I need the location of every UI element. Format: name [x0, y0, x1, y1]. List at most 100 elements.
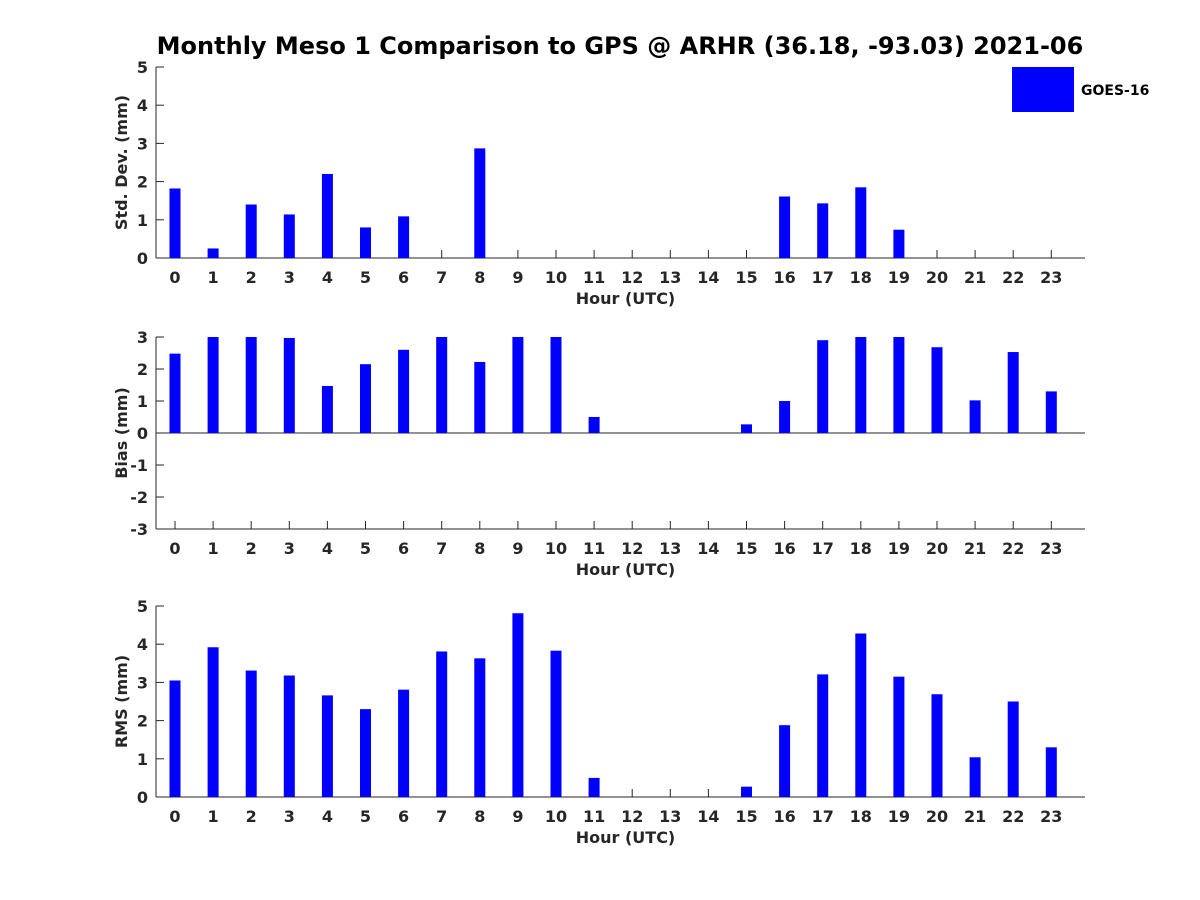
x-tick-label: 22 [1002, 807, 1024, 826]
bar-hour-8 [474, 658, 486, 797]
bar-hour-9 [512, 613, 524, 797]
bar-hour-4 [321, 385, 333, 433]
bar-hour-8 [474, 361, 486, 433]
x-tick-label: 14 [697, 539, 719, 558]
legend-swatch [1012, 67, 1074, 112]
x-tick-label: 9 [512, 539, 523, 558]
x-tick-label: 3 [284, 807, 295, 826]
x-tick-label: 23 [1040, 268, 1062, 287]
x-axis-label: Hour (UTC) [576, 289, 676, 308]
x-tick-label: 4 [322, 807, 333, 826]
x-tick-label: 9 [512, 807, 523, 826]
x-tick-label: 7 [436, 807, 447, 826]
bar-hour-6 [398, 216, 410, 258]
x-tick-label: 21 [964, 807, 986, 826]
x-tick-label: 8 [474, 807, 485, 826]
x-axis-label: Hour (UTC) [576, 560, 676, 579]
x-tick-label: 22 [1002, 268, 1024, 287]
y-tick-label: 2 [137, 173, 148, 192]
x-tick-label: 21 [964, 268, 986, 287]
bar-hour-22 [1007, 352, 1019, 433]
y-tick-label: -1 [130, 456, 148, 475]
bar-hour-6 [398, 689, 410, 797]
y-tick-label: 0 [137, 788, 148, 807]
bar-hour-21 [969, 757, 981, 797]
bar-hour-16 [779, 725, 791, 797]
y-tick-label: 0 [137, 249, 148, 268]
x-tick-label: 6 [398, 807, 409, 826]
bar-hour-4 [321, 173, 333, 258]
bar-hour-0 [169, 680, 181, 797]
bar-hour-18 [855, 337, 867, 433]
bar-hour-3 [283, 214, 295, 258]
y-tick-label: 2 [137, 712, 148, 731]
y-axis-label: Std. Dev. (mm) [112, 95, 131, 230]
x-tick-label: 20 [926, 807, 948, 826]
bar-hour-19 [893, 676, 905, 797]
y-tick-label: -3 [130, 520, 148, 539]
bar-hour-16 [779, 401, 791, 433]
x-tick-label: 9 [512, 268, 523, 287]
bar-hour-18 [855, 187, 867, 258]
bar-hour-0 [169, 353, 181, 433]
x-tick-label: 22 [1002, 539, 1024, 558]
x-tick-label: 16 [773, 539, 795, 558]
y-tick-label: 5 [137, 597, 148, 616]
y-tick-label: 3 [137, 673, 148, 692]
bar-hour-8 [474, 148, 486, 258]
x-tick-label: 10 [545, 268, 567, 287]
bar-hour-11 [588, 417, 600, 433]
x-tick-label: 14 [697, 268, 719, 287]
x-axis-label: Hour (UTC) [576, 828, 676, 847]
x-tick-label: 2 [246, 539, 257, 558]
x-tick-label: 17 [812, 268, 834, 287]
x-tick-label: 10 [545, 807, 567, 826]
y-tick-label: 3 [137, 328, 148, 347]
x-tick-label: 18 [850, 807, 872, 826]
x-tick-label: 17 [812, 539, 834, 558]
bar-hour-3 [283, 675, 295, 797]
x-tick-label: 12 [621, 268, 643, 287]
bar-hour-15 [741, 786, 752, 797]
x-tick-label: 5 [360, 268, 371, 287]
x-tick-label: 2 [246, 268, 257, 287]
x-tick-label: 1 [208, 268, 219, 287]
y-tick-label: 3 [137, 134, 148, 153]
bar-hour-6 [398, 349, 410, 433]
x-tick-label: 20 [926, 268, 948, 287]
x-tick-label: 4 [322, 539, 333, 558]
y-tick-label: 0 [137, 424, 148, 443]
bar-hour-23 [1045, 391, 1057, 433]
x-tick-label: 18 [850, 268, 872, 287]
y-tick-label: -2 [130, 488, 148, 507]
x-tick-label: 12 [621, 539, 643, 558]
y-axis-label: Bias (mm) [112, 387, 131, 479]
x-tick-label: 12 [621, 807, 643, 826]
x-tick-label: 19 [888, 268, 910, 287]
x-tick-label: 0 [169, 807, 180, 826]
y-tick-label: 4 [137, 96, 148, 115]
y-tick-label: 5 [137, 58, 148, 77]
x-tick-label: 2 [246, 807, 257, 826]
y-tick-label: 2 [137, 360, 148, 379]
bar-hour-10 [550, 337, 562, 433]
bar-hour-2 [245, 337, 257, 433]
x-tick-label: 16 [773, 807, 795, 826]
x-tick-label: 11 [583, 268, 605, 287]
x-tick-label: 15 [735, 539, 757, 558]
x-tick-label: 23 [1040, 807, 1062, 826]
x-tick-label: 13 [659, 268, 681, 287]
y-axis-label: RMS (mm) [112, 655, 131, 748]
legend-label: GOES-16 [1081, 83, 1149, 99]
bar-hour-18 [855, 633, 867, 797]
x-tick-label: 0 [169, 268, 180, 287]
bar-hour-16 [779, 196, 791, 258]
bar-hour-17 [817, 340, 829, 433]
x-tick-label: 5 [360, 807, 371, 826]
x-tick-label: 15 [735, 268, 757, 287]
